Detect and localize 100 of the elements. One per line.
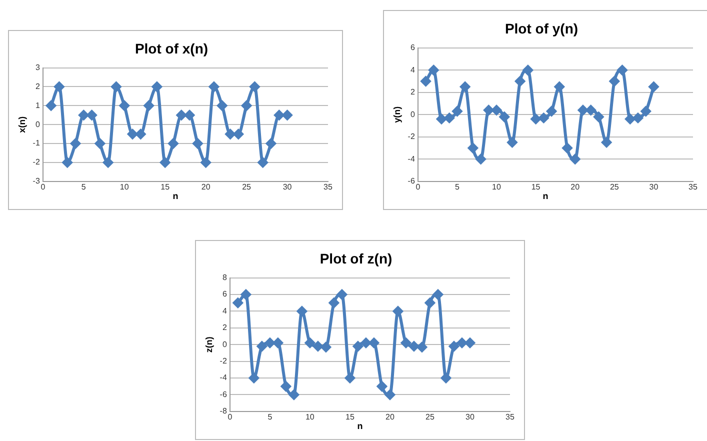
y-axis-title: y(n) [392,106,402,123]
y-tick-label: -2 [408,132,416,142]
y-tick-label: 0 [222,340,228,349]
point [344,373,355,383]
point [94,138,105,149]
point [632,112,643,123]
point [464,338,475,348]
y-tick-label: 6 [410,43,416,52]
point [242,100,252,111]
y-tick-label: 0 [35,120,40,129]
point [78,110,89,120]
point [507,137,518,148]
point [86,110,97,120]
point [248,373,259,383]
y-tick-label: 3 [35,63,40,72]
x-tick-label: 30 [466,412,475,422]
y-tick-label: -4 [220,373,228,382]
point [128,129,138,140]
point [586,105,596,116]
point [304,338,315,348]
point [225,129,236,140]
chart-title: Plot of z(n) [320,250,392,266]
x-tick-label: 10 [492,182,502,192]
point [376,381,387,392]
point [392,306,403,316]
point [136,129,146,140]
x-axis-title: n [356,421,364,431]
point [217,100,228,111]
point [492,105,502,116]
x-tick-label: 10 [120,182,130,192]
point [320,342,331,352]
x-tick-label: 25 [610,182,620,192]
x-tick-label: 35 [324,182,333,192]
point [232,298,243,308]
x-tick-label: 10 [305,412,315,422]
point [408,341,419,352]
point [515,76,526,86]
point [424,298,435,308]
y-tick-label: 8 [222,273,228,282]
y-tick-label: 4 [222,306,228,316]
x-tick-label: 30 [282,182,292,192]
point [274,110,284,120]
x-tick-label: 25 [426,412,435,422]
point [416,342,427,352]
point [640,106,651,116]
x-tick-label: 35 [688,182,698,192]
point [476,154,486,164]
point [554,82,564,92]
point [70,138,80,149]
point [54,82,64,92]
point [258,157,268,168]
point [484,105,494,116]
point [280,381,291,392]
y-tick-label: -6 [220,390,228,399]
x-tick-label: 30 [649,182,659,192]
point [192,138,203,149]
point [602,137,612,148]
point [625,114,636,124]
y-tick-label: -4 [408,154,416,164]
point [617,65,628,76]
point [168,138,178,149]
point [208,82,219,92]
point [103,157,114,168]
x-tick-label: 25 [242,182,252,192]
point [444,112,454,123]
point [200,157,211,168]
point [522,65,533,76]
point [452,106,462,116]
point [296,306,307,316]
point [400,338,411,348]
point [144,100,154,111]
point [312,341,323,352]
point [570,154,580,164]
point [360,338,371,348]
point [448,341,459,352]
y-tick-label: 0 [410,110,416,119]
x-tick-label: 20 [386,412,395,422]
point [62,157,72,168]
point [328,298,339,308]
x-tick-label: 5 [454,182,460,192]
point [432,290,443,300]
x-tick-label: 15 [531,182,541,192]
x-tick-label: 15 [345,412,355,422]
point [499,112,510,122]
y-tick-label: 2 [410,88,416,97]
x-tick-label: 5 [81,182,86,192]
x-axis-title: n [172,191,180,201]
point [436,114,446,124]
x-tick-label: 20 [570,182,580,192]
point [46,100,56,111]
point [152,82,162,92]
x-tick-label: 35 [506,412,515,422]
point [184,110,195,120]
point [384,390,395,400]
point [578,105,588,116]
y-tick-label: -3 [32,176,40,186]
point [594,112,604,122]
y-tick-label: -2 [220,356,228,366]
point [266,138,276,149]
chart-title: Plot of y(n) [504,20,578,36]
